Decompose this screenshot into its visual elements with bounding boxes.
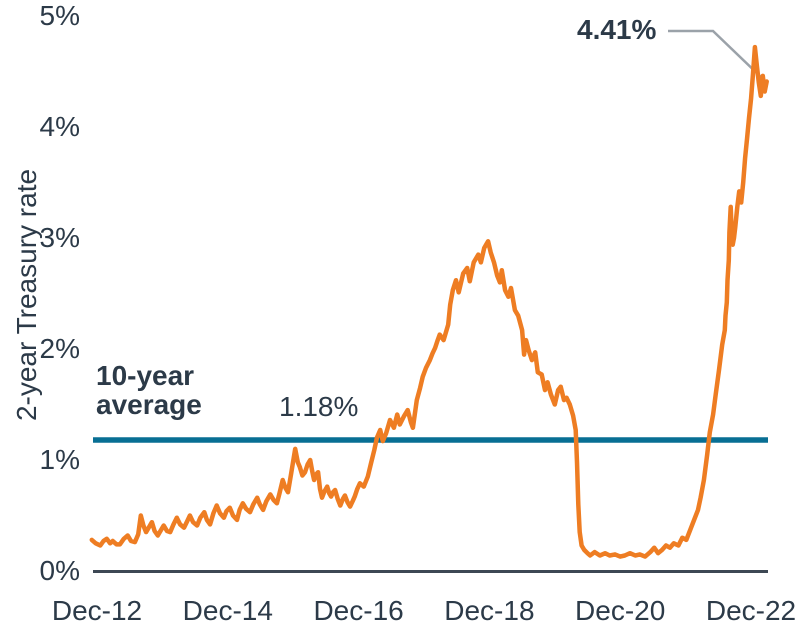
series-line: [89, 44, 769, 559]
y-tick-label: 1%: [39, 444, 80, 475]
x-tick-label: Dec-16: [313, 595, 404, 626]
average-value-label: 1.18%: [279, 391, 359, 422]
average-line-label: 10-year average: [96, 360, 202, 420]
y-tick-label: 4%: [39, 111, 80, 142]
x-tick-label: Dec-14: [182, 595, 273, 626]
x-tick-label: Dec-22: [705, 595, 797, 626]
callout-line: [668, 29, 765, 81]
y-axis-title: 2-year Treasury rate: [11, 168, 42, 422]
latest-value-label: 4.41%: [577, 14, 657, 45]
y-tick-label: 5%: [39, 0, 80, 31]
y-tick-label: 0%: [39, 555, 80, 586]
y-tick-label: 3%: [39, 222, 80, 253]
x-tick-label: Dec-18: [444, 595, 535, 626]
x-tick-label: Dec-20: [575, 595, 666, 626]
x-tick-label: Dec-12: [51, 595, 143, 626]
y-tick-label: 2%: [39, 333, 80, 364]
